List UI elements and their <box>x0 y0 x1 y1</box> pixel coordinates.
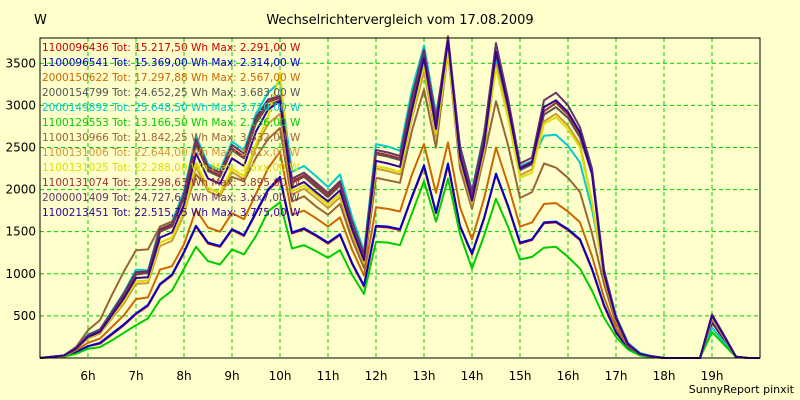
footer-credit: SunnyReport pinxit <box>689 383 795 396</box>
legend-entry-1100131006: 1100131006 Tot: 22.644,00 Wh Max: 3.61x,… <box>42 147 301 159</box>
legend: 1100096436 Tot: 15.217,50 Wh Max: 2.291,… <box>42 42 301 219</box>
legend-entry-2000150622: 2000150622 Tot: 17.297,88 Wh Max: 2.567,… <box>42 72 301 84</box>
x-tick-label: 19h <box>701 369 724 383</box>
legend-entry-2000154799: 2000154799 Tot: 24.652,25 Wh Max: 3.683,… <box>42 87 301 99</box>
x-tick-label: 7h <box>128 369 143 383</box>
x-tick-label: 13h <box>413 369 436 383</box>
legend-entry-1100131025: 1100131025 Tot: 22.288,00 Wh Max: 3.6xx,… <box>42 162 300 174</box>
x-tick-label: 15h <box>509 369 532 383</box>
y-axis-label: W <box>34 13 47 28</box>
x-tick-label: 18h <box>653 369 676 383</box>
y-tick-label: 1500 <box>5 225 36 239</box>
y-tick-label: 500 <box>13 309 36 323</box>
legend-entry-1100131074: 1100131074 Tot: 23.298,63 Wh Max: 3.895,… <box>42 177 301 189</box>
series-lines <box>39 35 760 359</box>
x-tick-label: 9h <box>224 369 239 383</box>
x-tick-label: 10h <box>269 369 292 383</box>
legend-entry-1100129553: 1100129553 Tot: 13.166,50 Wh Max: 2.136,… <box>42 117 301 129</box>
x-tick-label: 14h <box>461 369 484 383</box>
x-tick-label: 8h <box>176 369 191 383</box>
legend-entry-2000149892: 2000149892 Tot: 25.648,50 Wh Max: 3.710,… <box>42 102 301 114</box>
legend-entry-1100130966: 1100130966 Tot: 21.842,25 Wh Max: 3.632,… <box>42 132 301 144</box>
y-tick-label: 1000 <box>5 267 36 281</box>
series-line-1100213451 <box>39 39 760 359</box>
y-tick-label: 3000 <box>5 98 36 112</box>
x-tick-label: 11h <box>317 369 340 383</box>
plot-border <box>39 37 761 359</box>
legend-entry-1100096541: 1100096541 Tot: 15.369,00 Wh Max: 2.314,… <box>42 57 301 69</box>
x-tick-label: 17h <box>605 369 628 383</box>
legend-entry-2000001409: 2000001409 Tot: 24.727,63 Wh Max: 3.xx7,… <box>42 192 300 204</box>
x-tick-label: 16h <box>557 369 580 383</box>
y-tick-labels: 500 1000 1500 2000 2500 3000 3500 <box>5 56 36 323</box>
x-tick-label: 12h <box>365 369 388 383</box>
legend-entry-1100096436: 1100096436 Tot: 15.217,50 Wh Max: 2.291,… <box>42 42 301 54</box>
series-line-1100129553 <box>39 177 760 359</box>
chart-title: Wechselrichtervergleich vom 17.08.2009 <box>266 13 533 28</box>
y-tick-label: 3500 <box>5 56 36 70</box>
y-tick-label: 2500 <box>5 140 36 154</box>
y-tick-label: 2000 <box>5 183 36 197</box>
x-tick-label: 6h <box>80 369 95 383</box>
x-tick-labels: 6h 7h 8h 9h 10h 11h 12h 13h 14h 15h 16h 17h 18h 19h <box>80 369 723 383</box>
legend-entry-1100213451: 1100213451 Tot: 22.515,75 Wh Max: 3.775,… <box>42 207 301 219</box>
